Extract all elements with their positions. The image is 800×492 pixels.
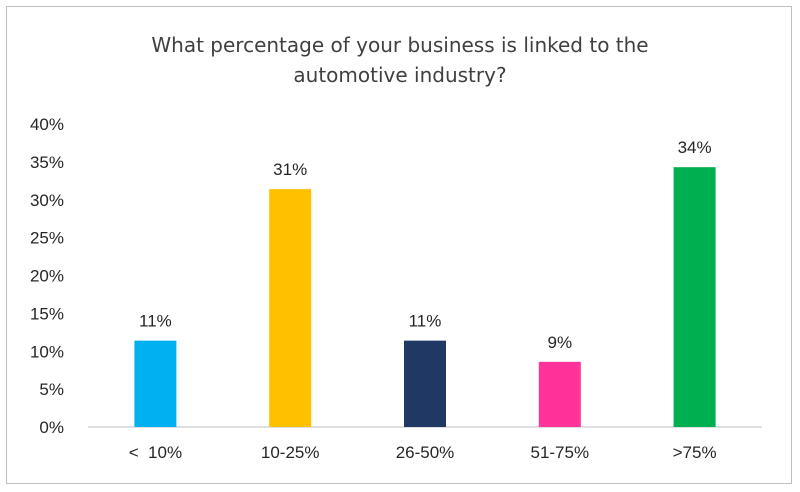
x-tick-label: >75% (673, 443, 717, 462)
y-axis: 0% 5% 10% 15% 20% 25% 30% 35% 40% (30, 115, 64, 437)
x-tick-label: 26-50% (396, 443, 455, 462)
data-label: 11% (409, 312, 442, 331)
y-tick-label: 0% (39, 418, 64, 437)
bar-2 (269, 189, 312, 427)
data-label: 34% (678, 138, 712, 157)
bar-3 (404, 340, 446, 427)
x-tick-label: 10-25% (261, 443, 320, 462)
y-tick-label: 15% (30, 304, 64, 323)
y-tick-label: 20% (30, 267, 64, 286)
bars (134, 167, 716, 428)
y-tick-label: 30% (30, 191, 64, 210)
y-tick-label: 35% (30, 153, 64, 172)
x-axis: < 10% 10-25% 26-50% 51-75% >75% (129, 443, 717, 462)
y-tick-label: 40% (30, 115, 64, 134)
data-labels: 11% 31% 11% 9% 34% (139, 138, 712, 352)
bar-4 (538, 361, 581, 427)
bar-1 (134, 340, 177, 427)
x-tick-label: 51-75% (530, 443, 589, 462)
x-tick-label: < 10% (129, 443, 182, 462)
data-label: 11% (139, 312, 172, 331)
y-tick-label: 5% (39, 380, 64, 399)
bar-5 (673, 167, 716, 428)
y-tick-label: 10% (30, 342, 64, 361)
y-tick-label: 25% (30, 229, 64, 248)
data-label: 9% (548, 333, 573, 352)
data-label: 31% (273, 160, 307, 179)
chart-title: What percentage of your business is link… (151, 33, 649, 87)
